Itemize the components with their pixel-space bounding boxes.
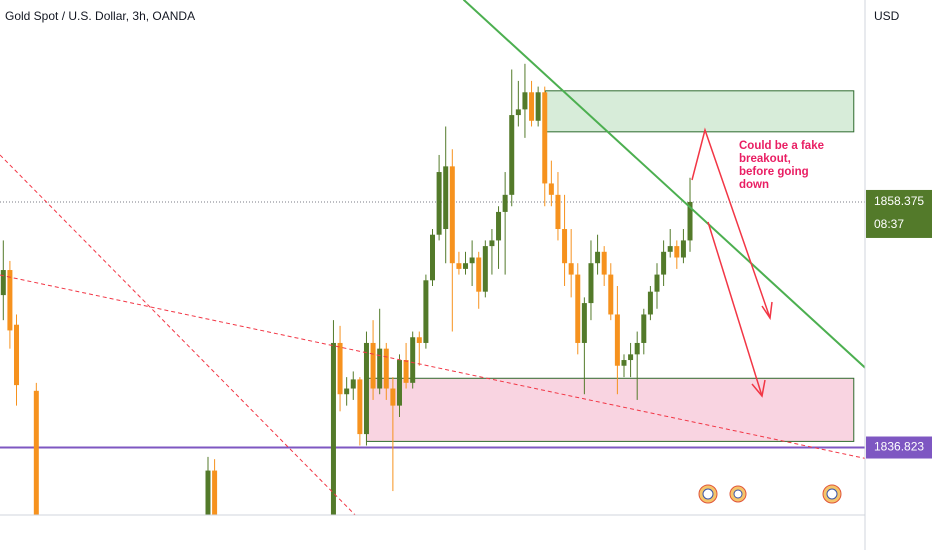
candle-body (634, 342, 640, 355)
arrow-head (761, 301, 773, 321)
candle-body (522, 92, 528, 110)
countdown-label: 08:37 (874, 217, 904, 231)
zone (365, 377, 855, 442)
plot-area (0, 0, 865, 515)
candle-body (410, 337, 416, 383)
annotation-text: breakout, (739, 153, 791, 165)
candle-body (621, 360, 627, 366)
trendline (462, 0, 865, 369)
candle-body (396, 360, 402, 406)
candle-body (33, 390, 39, 515)
arrow-head (751, 379, 766, 398)
last-price-box (866, 189, 932, 238)
arrows (691, 127, 773, 398)
candle-body (614, 314, 620, 366)
last-price-label: 1858.375 (874, 194, 924, 208)
candle-body (212, 470, 218, 515)
candle-body (674, 246, 680, 258)
candle-body (330, 342, 336, 515)
candle-body (363, 342, 369, 435)
candle-body (403, 360, 409, 383)
candle-body (205, 470, 211, 515)
candle-body (654, 274, 660, 292)
candle-body (436, 172, 442, 235)
event-icon (826, 488, 838, 500)
candle-body (515, 109, 521, 116)
candle-body (337, 342, 343, 395)
candle-body (370, 342, 376, 389)
candle-body (595, 251, 601, 264)
candle-body (562, 229, 568, 264)
candle-body (423, 280, 429, 343)
candle-body (548, 183, 554, 195)
currency-label: USD (874, 9, 900, 23)
candle-body (601, 251, 607, 275)
annotation-text: Could be a fake (739, 140, 824, 152)
candle-body (588, 263, 594, 304)
candle-body (641, 314, 647, 343)
trendline (0, 154, 356, 515)
candle-body (383, 348, 389, 389)
candle-body (469, 257, 475, 264)
candle-body (628, 354, 634, 361)
candle-body (687, 201, 693, 241)
arrow (707, 221, 763, 397)
line-price-box (866, 436, 932, 459)
candle-body (667, 246, 673, 252)
candle-body (377, 348, 383, 389)
candle-body (463, 263, 469, 269)
event-icons (698, 484, 842, 504)
candle-body (0, 270, 6, 296)
candle-body (390, 388, 396, 406)
candle-body (430, 234, 435, 281)
event-icon (702, 488, 714, 500)
candle-body (502, 194, 508, 212)
candle-body (489, 240, 495, 247)
candle-body (496, 211, 502, 241)
arrow (691, 127, 771, 319)
candle-body (509, 115, 515, 195)
candle-body (529, 92, 535, 121)
annotation-text: down (739, 179, 769, 191)
line-price-label: 1836.823 (874, 440, 924, 454)
candle-body (357, 379, 363, 435)
candle-body (7, 270, 13, 331)
candle-body (344, 388, 350, 395)
candle-body (449, 166, 455, 264)
candle-body (535, 92, 541, 121)
candle-body (416, 337, 422, 343)
candle-body (555, 194, 561, 230)
candle-body (608, 274, 614, 315)
zone (544, 90, 855, 133)
candle-body (482, 246, 488, 292)
candle-body (680, 240, 686, 258)
candle-body (647, 291, 653, 315)
candle-body (581, 303, 587, 343)
candle-body (476, 257, 482, 292)
annotation-text: before going (739, 166, 809, 178)
trendline (0, 274, 865, 459)
candle-body (14, 324, 20, 386)
price-labels: 1858.375 08:37 1836.823 (866, 189, 932, 459)
candle-body (443, 166, 449, 230)
candle-body (661, 251, 667, 275)
candle-body (542, 92, 548, 184)
candle-body (456, 263, 462, 269)
chart-title: Gold Spot / U.S. Dollar, 3h, OANDA (5, 9, 195, 23)
candle-body (568, 263, 574, 275)
candle-body (575, 274, 581, 343)
candle-body (350, 379, 356, 389)
event-icon (733, 489, 743, 499)
